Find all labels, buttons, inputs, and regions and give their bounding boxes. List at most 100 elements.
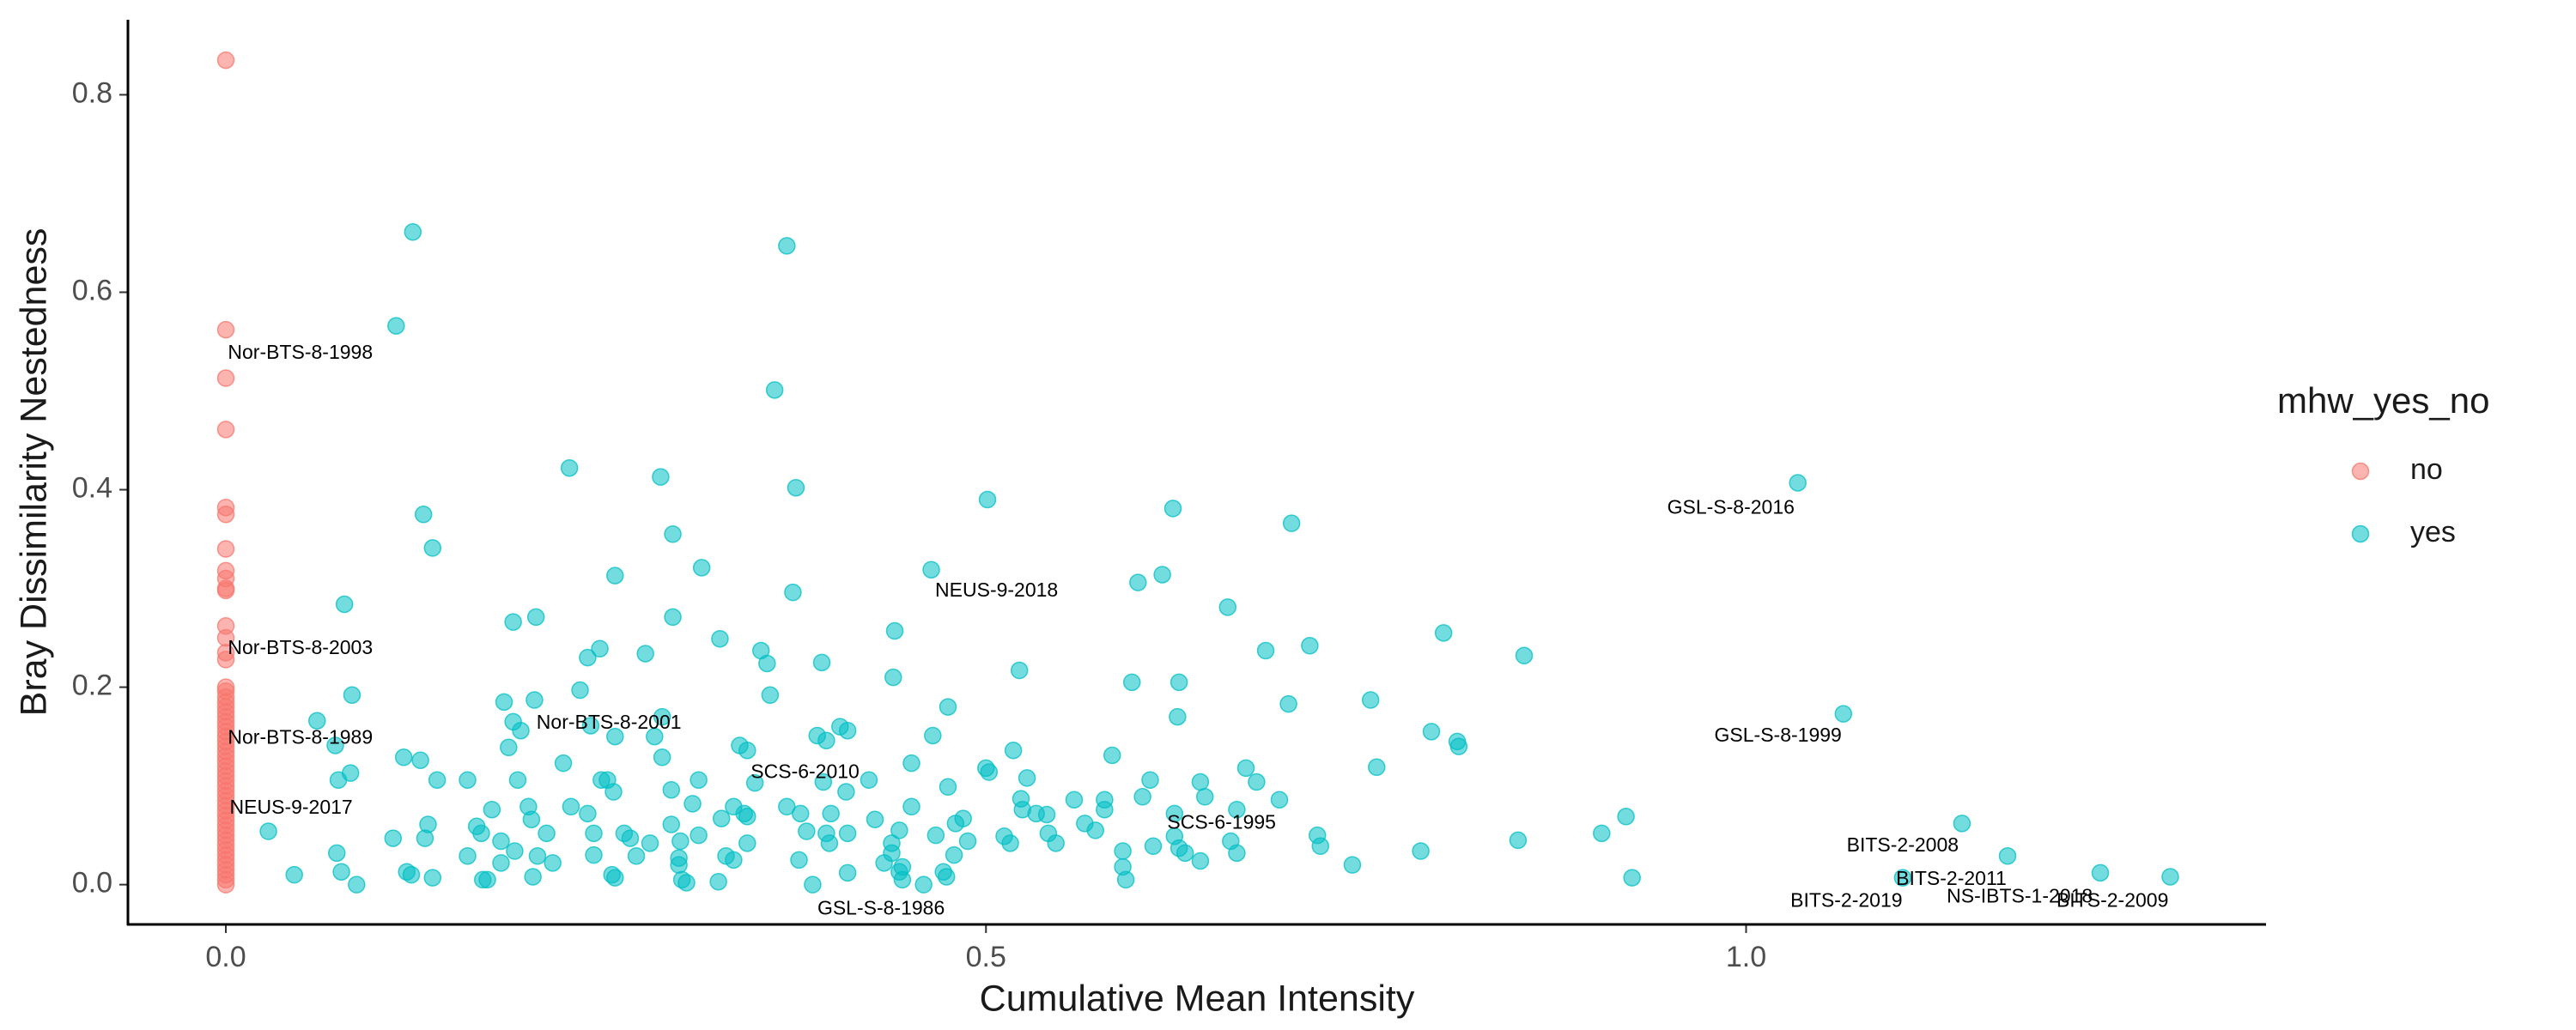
point [1953, 815, 1971, 833]
point [1834, 705, 1853, 723]
point [838, 863, 857, 882]
point [216, 51, 235, 70]
point [1893, 869, 1912, 887]
point [902, 797, 920, 816]
y-tick-label: 0.6 [72, 274, 112, 306]
point [423, 539, 442, 557]
point [711, 629, 729, 648]
annotation: GSL-S-8-1986 [817, 896, 945, 918]
point [591, 639, 609, 657]
point [2161, 868, 2179, 886]
point [285, 865, 303, 884]
annotation: BITS-2-2008 [1847, 833, 1959, 856]
point [1010, 661, 1029, 680]
point [914, 876, 933, 894]
point [495, 693, 513, 712]
point [581, 717, 600, 735]
point [621, 829, 640, 847]
point [945, 845, 963, 864]
point [402, 865, 421, 884]
point [745, 773, 764, 792]
point [606, 727, 624, 746]
point [1141, 771, 1159, 789]
point [837, 783, 855, 801]
point [560, 458, 579, 477]
point [641, 834, 659, 852]
point [939, 698, 957, 716]
point [838, 721, 857, 740]
point [606, 566, 624, 585]
point [653, 707, 671, 726]
point [1515, 646, 1534, 665]
point [579, 648, 597, 667]
point [671, 832, 690, 851]
point [472, 824, 490, 843]
point [326, 736, 344, 754]
y-tick-label: 0.4 [72, 472, 112, 505]
point [1361, 691, 1380, 709]
point [902, 754, 920, 772]
point [1004, 741, 1023, 760]
point [924, 726, 942, 745]
point [1434, 624, 1453, 642]
point [927, 826, 945, 845]
point [571, 681, 589, 700]
point [259, 822, 277, 840]
point [652, 468, 670, 486]
point [1236, 759, 1255, 778]
point [822, 804, 840, 823]
point [216, 876, 235, 894]
point [1623, 869, 1641, 887]
point [544, 854, 562, 872]
point [404, 223, 422, 241]
point [946, 815, 965, 833]
point [1368, 758, 1386, 777]
point [1191, 772, 1210, 791]
point [1998, 847, 2017, 865]
point [646, 727, 664, 746]
point [790, 851, 808, 869]
point [1116, 870, 1135, 889]
annotation: Nor-BTS-8-2001 [537, 711, 682, 733]
point [492, 832, 510, 851]
point [1122, 673, 1141, 692]
point [216, 320, 235, 339]
point [670, 856, 688, 874]
point [506, 842, 524, 860]
annotation: NS-IBTS-1-2018 [1947, 885, 2093, 907]
point [1412, 842, 1430, 860]
point [662, 815, 681, 833]
point [411, 751, 429, 769]
point [554, 754, 573, 772]
point [504, 613, 522, 631]
point [1279, 694, 1297, 713]
point [492, 854, 510, 872]
point [329, 771, 348, 789]
point [585, 845, 603, 864]
point [216, 540, 235, 558]
point [522, 810, 541, 828]
point [216, 421, 235, 439]
point [980, 763, 999, 781]
point [664, 525, 682, 543]
point [937, 868, 956, 886]
point [1103, 746, 1121, 765]
point [1065, 791, 1084, 809]
point [524, 868, 542, 886]
point [1144, 837, 1163, 856]
y-tick-label: 0.2 [72, 670, 112, 702]
point [384, 829, 403, 847]
point [483, 800, 501, 819]
point [332, 863, 350, 881]
point [1047, 834, 1065, 852]
legend-title: mhw_yes_no [2277, 380, 2489, 421]
point [216, 369, 235, 387]
point [1165, 804, 1184, 823]
point [804, 876, 822, 894]
point [817, 731, 835, 749]
point [562, 797, 580, 816]
point [692, 559, 711, 577]
point [683, 795, 702, 813]
point [690, 826, 708, 845]
